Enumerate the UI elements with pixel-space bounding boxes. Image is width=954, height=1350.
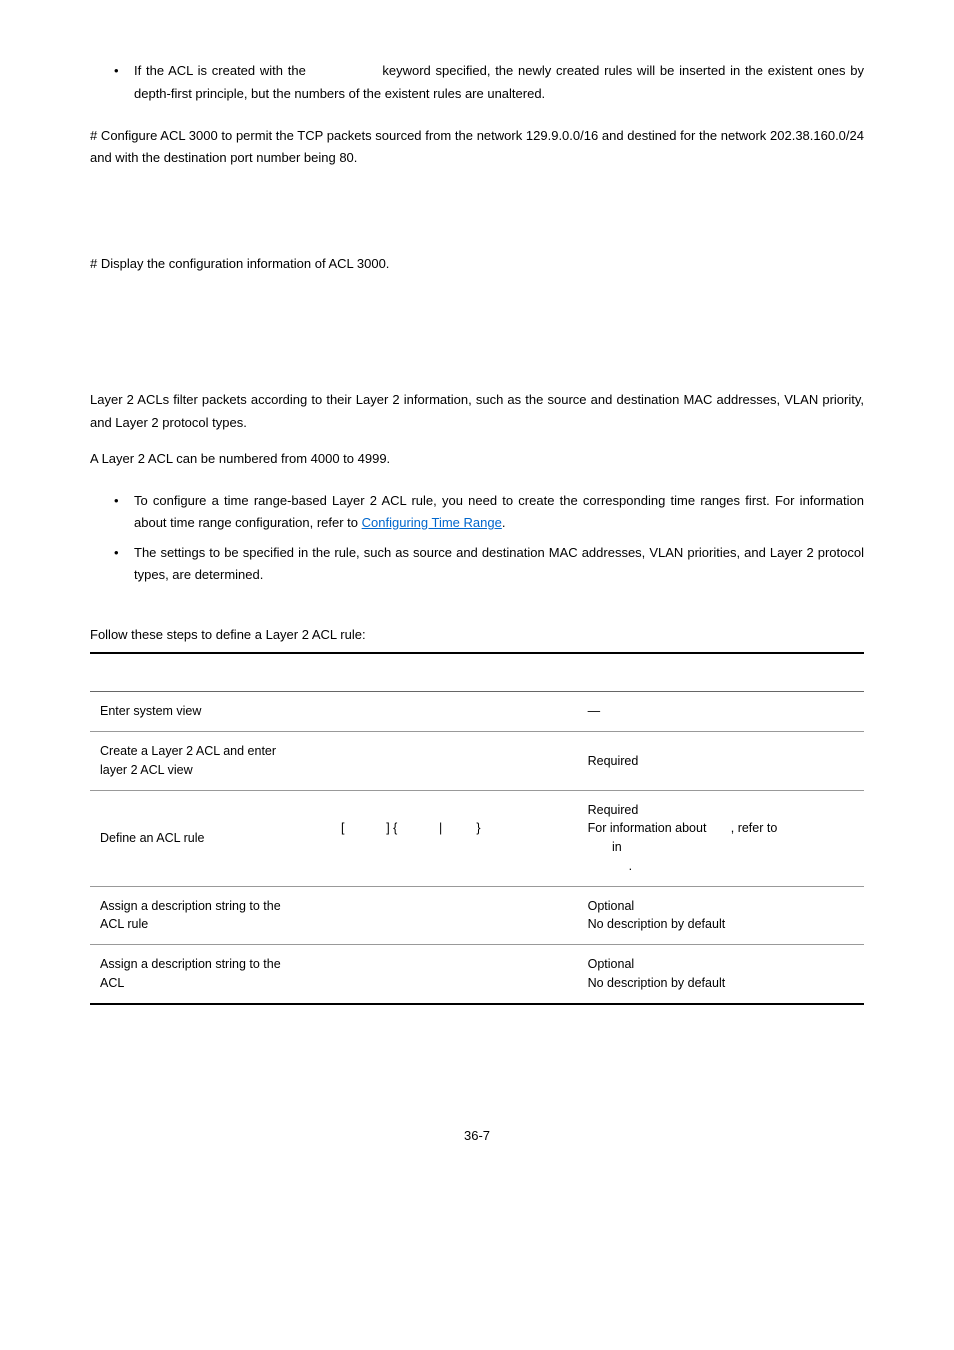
table-row: Assign a description string to the ACL d… bbox=[90, 945, 864, 1004]
desc-line: No description by default bbox=[588, 974, 854, 993]
table-row: Create a Layer 2 ACL and enter layer 2 A… bbox=[90, 732, 864, 791]
desc-line: rule in ACL Commands bbox=[588, 838, 854, 857]
cell-op: Define an ACL rule bbox=[90, 790, 307, 886]
cell-desc: Optional No description by default bbox=[578, 886, 864, 945]
cell-op: Assign a description string to the ACL bbox=[90, 945, 307, 1004]
cmd-p4: ] { bbox=[383, 821, 401, 835]
cmd-p2: [ bbox=[341, 821, 348, 835]
cmd-p5: permit bbox=[401, 821, 436, 835]
cell-desc: Required For information about rule, ref… bbox=[578, 790, 864, 886]
code-block-spacer-1 bbox=[90, 183, 864, 253]
cell-cmd: acl number bbox=[307, 732, 578, 791]
cmd-p7: deny bbox=[446, 821, 473, 835]
desc-line: Optional bbox=[588, 955, 854, 974]
header-command: Command bbox=[307, 653, 578, 692]
bullet-text-before: If the ACL is created with the bbox=[134, 63, 311, 78]
header-description: Description bbox=[578, 653, 864, 692]
cmd-p9: rule-text bbox=[317, 838, 568, 857]
intro-range: A Layer 2 ACL can be numbered from 4000 … bbox=[90, 448, 864, 470]
header-operation: Operation bbox=[90, 653, 307, 692]
cell-cmd: rule [ rule-id ] { permit | deny } rule-… bbox=[307, 790, 578, 886]
cell-desc: Required bbox=[578, 732, 864, 791]
time-range-link[interactable]: Configuring Time Range bbox=[362, 515, 502, 530]
cell-cmd: description bbox=[307, 945, 578, 1004]
prereq-bullet-1: To configure a time range-based Layer 2 … bbox=[114, 490, 864, 534]
cell-desc: — bbox=[578, 692, 864, 732]
code-block-spacer-2 bbox=[90, 289, 864, 389]
desc-line: Manual. bbox=[588, 857, 854, 876]
desc-line: Required bbox=[588, 801, 854, 820]
bullet-item: If the ACL is created with the keyword s… bbox=[114, 60, 864, 105]
desc-line: For information about rule, refer to bbox=[588, 819, 854, 838]
cmd-p3: rule-id bbox=[348, 821, 383, 835]
page-number: 36-7 bbox=[90, 1125, 864, 1147]
cmd-p6: | bbox=[436, 821, 446, 835]
cell-op: Assign a description string to the ACL r… bbox=[90, 886, 307, 945]
cell-cmd: rule comment bbox=[307, 886, 578, 945]
cell-op: Create a Layer 2 ACL and enter layer 2 A… bbox=[90, 732, 307, 791]
prereq-1-after: . bbox=[502, 515, 506, 530]
table-header-row: Operation Command Description bbox=[90, 653, 864, 692]
config-paragraph-1: # Configure ACL 3000 to permit the TCP p… bbox=[90, 125, 864, 169]
cell-cmd: system-view bbox=[307, 692, 578, 732]
desc-line: No description by default bbox=[588, 915, 854, 934]
intro-paragraph: Layer 2 ACLs filter packets according to… bbox=[90, 389, 864, 433]
table-intro: Follow these steps to define a Layer 2 A… bbox=[90, 624, 864, 646]
prereq-2-text: The settings to be specified in the rule… bbox=[134, 545, 864, 582]
table-row: Define an ACL rule rule [ rule-id ] { pe… bbox=[90, 790, 864, 886]
table-row: Assign a description string to the ACL r… bbox=[90, 886, 864, 945]
cmd-p1: rule bbox=[317, 821, 341, 835]
config-paragraph-2: # Display the configuration information … bbox=[90, 253, 864, 275]
cell-desc: Optional No description by default bbox=[578, 945, 864, 1004]
prereq-bullet-list: To configure a time range-based Layer 2 … bbox=[90, 490, 864, 586]
desc-line: Optional bbox=[588, 897, 854, 916]
prereq-bullet-2: The settings to be specified in the rule… bbox=[114, 542, 864, 586]
config-table: Operation Command Description Enter syst… bbox=[90, 652, 864, 1005]
top-bullet-list: If the ACL is created with the keyword s… bbox=[90, 60, 864, 105]
cell-op: Enter system view bbox=[90, 692, 307, 732]
cmd-p8: } bbox=[473, 821, 481, 835]
table-row: Enter system view system-view — bbox=[90, 692, 864, 732]
